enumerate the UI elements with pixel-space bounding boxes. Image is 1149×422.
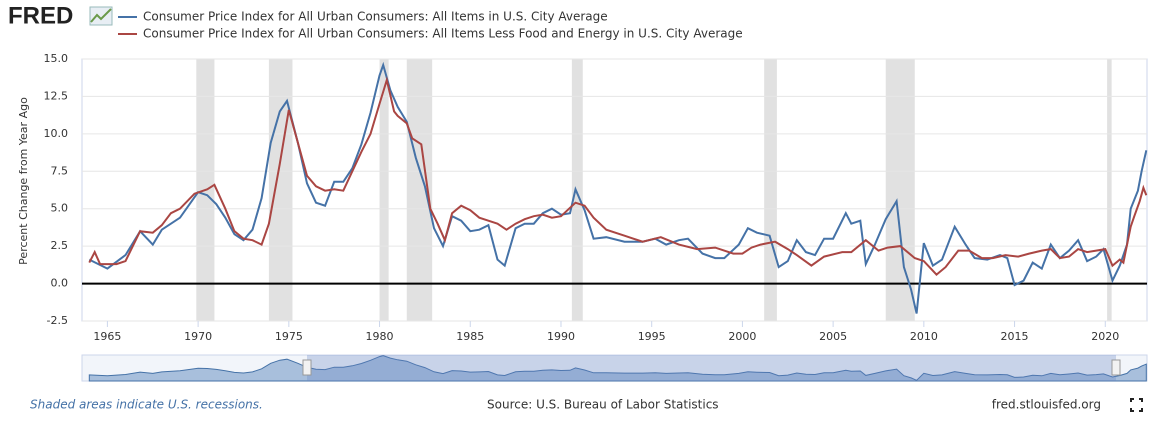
x-tick-label: 2020 xyxy=(1091,330,1119,343)
fullscreen-icon[interactable] xyxy=(1130,398,1143,412)
x-tick-label: 1985 xyxy=(456,330,484,343)
y-axis-label: Percent Change from Year Ago xyxy=(17,97,30,265)
recession-band xyxy=(379,59,389,321)
navigator-handle[interactable] xyxy=(1111,359,1121,376)
x-tick-label: 2000 xyxy=(728,330,756,343)
recession-band xyxy=(764,59,777,321)
y-tick-label: 5.0 xyxy=(51,202,69,215)
x-tick-label: 1980 xyxy=(366,330,394,343)
plot-area xyxy=(81,58,1148,322)
recession-band xyxy=(885,59,915,321)
recession-band xyxy=(268,59,293,321)
x-tick-label: 2015 xyxy=(1001,330,1029,343)
navigator-selection xyxy=(307,355,1116,381)
recession-band xyxy=(1107,59,1112,321)
legend-label: Consumer Price Index for All Urban Consu… xyxy=(143,10,608,24)
x-tick-label: 1995 xyxy=(638,330,666,343)
x-tick-label: 2005 xyxy=(819,330,847,343)
y-tick-label: -2.5 xyxy=(47,314,68,327)
recession-band xyxy=(571,59,583,321)
series-line xyxy=(88,76,1148,276)
y-tick-label: 10.0 xyxy=(44,127,69,140)
x-tick-label: 2010 xyxy=(910,330,938,343)
x-tick-label: 1975 xyxy=(275,330,303,343)
y-tick-label: 15.0 xyxy=(44,52,69,65)
y-tick-label: 2.5 xyxy=(51,239,69,252)
x-tick-label: 1990 xyxy=(547,330,575,343)
logo-icon xyxy=(89,6,113,26)
y-tick-label: 0.0 xyxy=(51,277,69,290)
legend-label: Consumer Price Index for All Urban Consu… xyxy=(143,27,743,41)
navigator-series xyxy=(88,355,1147,382)
source: Source: U.S. Bureau of Labor Statistics xyxy=(487,398,719,412)
y-tick-label: 7.5 xyxy=(51,164,69,177)
y-tick-label: 12.5 xyxy=(44,89,69,102)
site: fred.stlouisfed.org xyxy=(992,398,1101,412)
x-tick-label: 1970 xyxy=(184,330,212,343)
x-tick-label: 1965 xyxy=(93,330,121,343)
recession-note: Shaded areas indicate U.S. recessions. xyxy=(30,398,263,412)
navigator-handle[interactable] xyxy=(302,359,312,376)
logo: FRED xyxy=(8,2,73,29)
